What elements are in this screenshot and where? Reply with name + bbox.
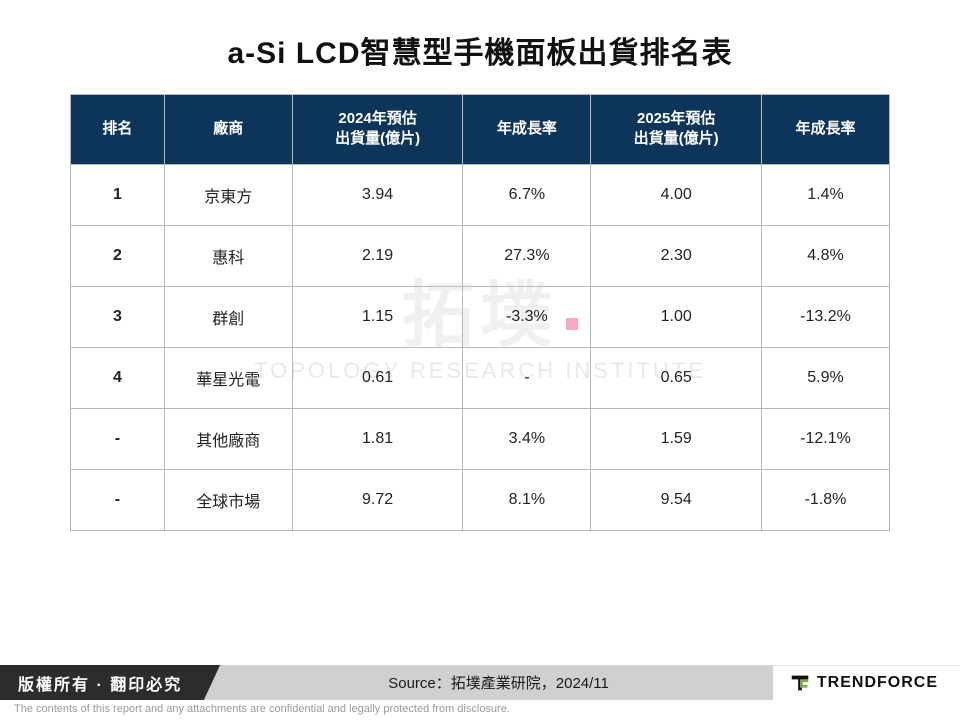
col-rank: 排名 (71, 95, 165, 165)
trendforce-icon (789, 672, 811, 694)
footer-copyright: 版權所有 · 翻印必究 (0, 665, 200, 700)
footer-source: Source：拓墣產業研院，2024/11 (224, 665, 773, 700)
cell-rank: 2 (71, 225, 165, 286)
cell-rank: 1 (71, 164, 165, 225)
cell-ship2025: 0.65 (591, 347, 762, 408)
footer-brand-area: TRENDFORCE (773, 665, 960, 700)
cell-rank: - (71, 408, 165, 469)
page: a-Si LCD智慧型手機面板出貨排名表 拓墣 TOPOLOGY RESEARC… (0, 0, 960, 720)
footer-divider (200, 665, 224, 700)
cell-yoy2025: 5.9% (761, 347, 889, 408)
col-ship2025: 2025年預估出貨量(億片) (591, 95, 762, 165)
cell-rank: 4 (71, 347, 165, 408)
cell-vendor: 群創 (164, 286, 292, 347)
table-row: 1 京東方 3.94 6.7% 4.00 1.4% (71, 164, 890, 225)
cell-vendor: 京東方 (164, 164, 292, 225)
col-yoy2024: 年成長率 (463, 95, 591, 165)
cell-ship2024: 1.15 (292, 286, 463, 347)
cell-yoy2024: -3.3% (463, 286, 591, 347)
cell-ship2024: 9.72 (292, 469, 463, 530)
page-title: a-Si LCD智慧型手機面板出貨排名表 (0, 0, 960, 94)
ranking-table-wrap: 排名 廠商 2024年預估出貨量(億片) 年成長率 2025年預估出貨量(億片)… (0, 94, 960, 531)
cell-rank: - (71, 469, 165, 530)
cell-vendor: 全球市場 (164, 469, 292, 530)
table-row: 2 惠科 2.19 27.3% 2.30 4.8% (71, 225, 890, 286)
cell-yoy2025: 4.8% (761, 225, 889, 286)
col-ship2024: 2024年預估出貨量(億片) (292, 95, 463, 165)
cell-ship2024: 3.94 (292, 164, 463, 225)
trendforce-text: TRENDFORCE (817, 674, 938, 692)
cell-ship2024: 2.19 (292, 225, 463, 286)
cell-yoy2024: 3.4% (463, 408, 591, 469)
cell-rank: 3 (71, 286, 165, 347)
cell-yoy2024: 6.7% (463, 164, 591, 225)
cell-ship2025: 1.00 (591, 286, 762, 347)
cell-yoy2025: -13.2% (761, 286, 889, 347)
col-yoy2025: 年成長率 (761, 95, 889, 165)
col-vendor: 廠商 (164, 95, 292, 165)
table-row: 3 群創 1.15 -3.3% 1.00 -13.2% (71, 286, 890, 347)
cell-ship2024: 1.81 (292, 408, 463, 469)
table-header-row: 排名 廠商 2024年預估出貨量(億片) 年成長率 2025年預估出貨量(億片)… (71, 95, 890, 165)
cell-yoy2024: 8.1% (463, 469, 591, 530)
footer-disclaimer: The contents of this report and any atta… (0, 700, 960, 720)
cell-yoy2024: - (463, 347, 591, 408)
cell-vendor: 惠科 (164, 225, 292, 286)
cell-vendor: 其他廠商 (164, 408, 292, 469)
footer-bar: 版權所有 · 翻印必究 Source：拓墣產業研院，2024/11 TRENDF… (0, 665, 960, 700)
cell-yoy2025: -1.8% (761, 469, 889, 530)
annotation-marker (566, 318, 578, 330)
cell-yoy2024: 27.3% (463, 225, 591, 286)
trendforce-logo: TRENDFORCE (789, 672, 938, 694)
cell-ship2025: 1.59 (591, 408, 762, 469)
ranking-table: 排名 廠商 2024年預估出貨量(億片) 年成長率 2025年預估出貨量(億片)… (70, 94, 890, 531)
cell-yoy2025: -12.1% (761, 408, 889, 469)
cell-vendor: 華星光電 (164, 347, 292, 408)
footer: 版權所有 · 翻印必究 Source：拓墣產業研院，2024/11 TRENDF… (0, 665, 960, 720)
table-row: 4 華星光電 0.61 - 0.65 5.9% (71, 347, 890, 408)
cell-ship2025: 9.54 (591, 469, 762, 530)
cell-yoy2025: 1.4% (761, 164, 889, 225)
cell-ship2024: 0.61 (292, 347, 463, 408)
table-row: - 全球市場 9.72 8.1% 9.54 -1.8% (71, 469, 890, 530)
table-row: - 其他廠商 1.81 3.4% 1.59 -12.1% (71, 408, 890, 469)
cell-ship2025: 4.00 (591, 164, 762, 225)
cell-ship2025: 2.30 (591, 225, 762, 286)
